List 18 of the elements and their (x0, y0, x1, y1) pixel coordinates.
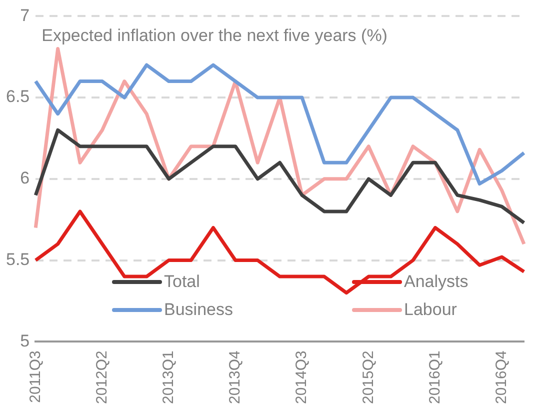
legend-label: Analysts (404, 272, 468, 292)
legend-label: Total (164, 272, 200, 292)
x-tick-label: 2011Q3 (26, 350, 44, 403)
y-tick-label: 6.5 (6, 87, 30, 106)
legend-label: Business (164, 300, 233, 320)
y-tick-label: 6 (20, 168, 30, 188)
y-tick-label: 7 (20, 6, 30, 25)
x-tick-label: 2016Q4 (492, 350, 510, 404)
y-tick-label: 5 (20, 331, 30, 350)
x-tick-label: 2014Q3 (293, 350, 310, 404)
x-tick-label: 2015Q2 (360, 350, 377, 404)
x-tick-label: 2012Q2 (93, 350, 110, 404)
legend-label: Labour (404, 300, 457, 320)
text: Expected inflation over the next five years (%) (42, 26, 388, 45)
x-tick-label: 2016Q1 (426, 350, 444, 404)
y-tick-label: 5.5 (6, 250, 30, 269)
x-tick-label: 2013Q1 (160, 350, 177, 404)
x-tick-label: 2013Q4 (226, 350, 244, 404)
